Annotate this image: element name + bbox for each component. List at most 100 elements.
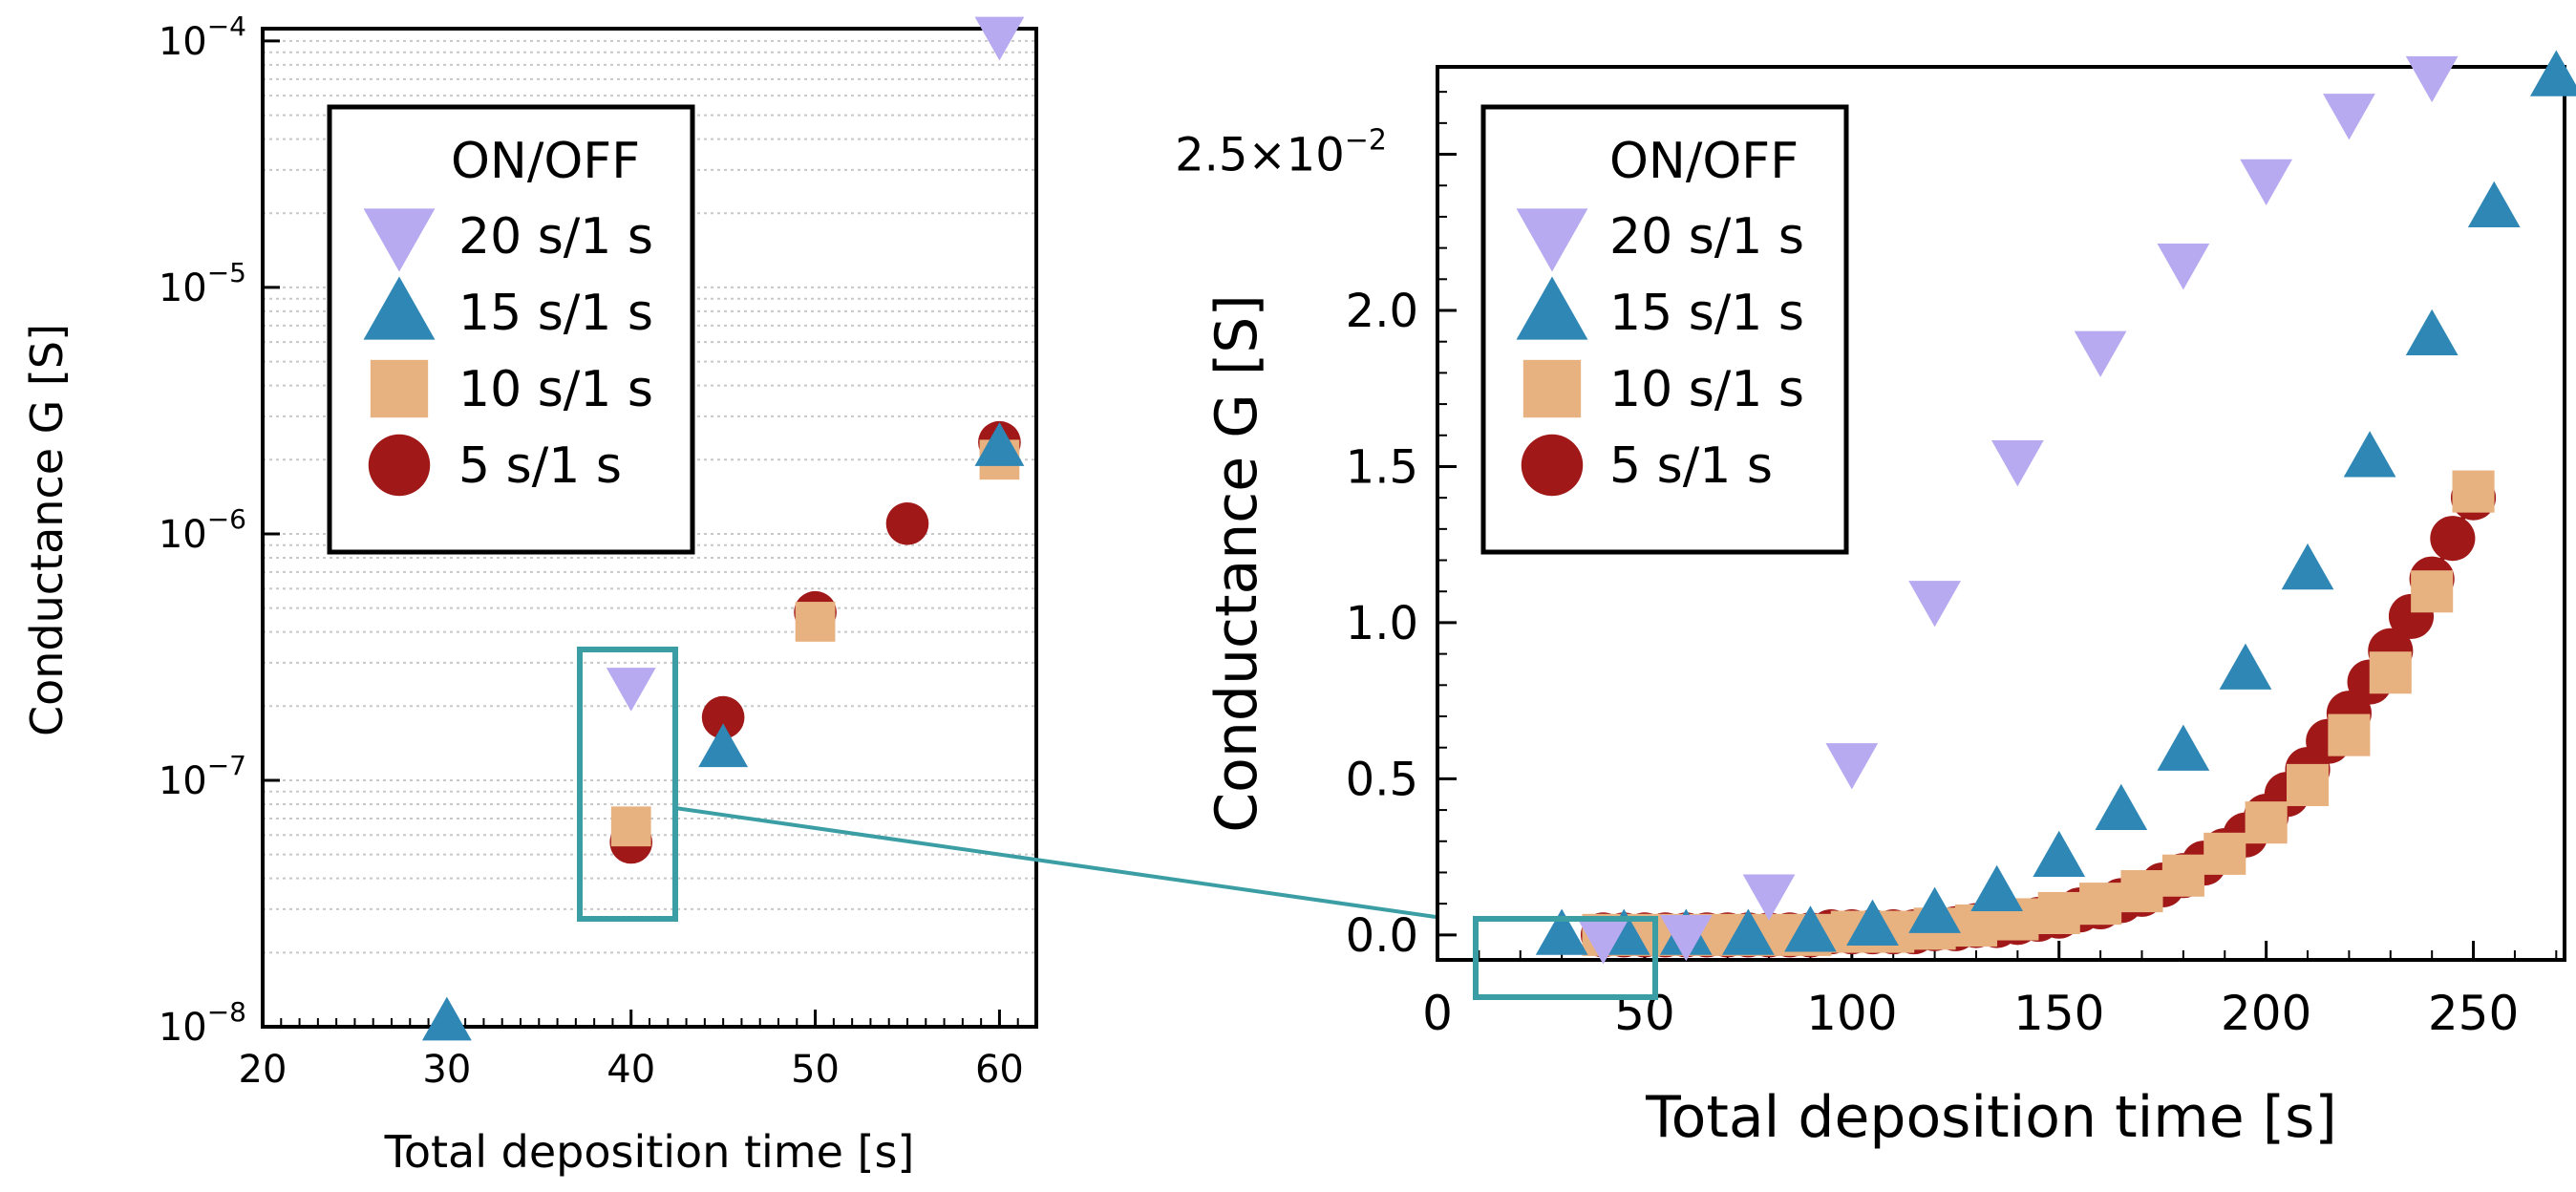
left-y-tick-base: 10 xyxy=(159,266,207,310)
right-point-triangle-up xyxy=(2343,431,2396,478)
right-legend-title: ON/OFF xyxy=(1609,133,1799,190)
right-point-triangle-down xyxy=(2323,94,2375,140)
left-y-tick-exp: −8 xyxy=(207,996,246,1028)
right-legend-label: 20 s/1 s xyxy=(1609,208,1804,266)
right-y-tick-value: 2.5×10 xyxy=(1175,129,1345,182)
right-point-triangle-down xyxy=(2157,244,2210,290)
right-x-tick-label: 50 xyxy=(1614,986,1675,1041)
right-y-tick-value: 1.0 xyxy=(1346,597,1418,650)
left-legend-label: 15 s/1 s xyxy=(458,285,653,342)
right-y-tick-label: 2.5×10−2 xyxy=(1175,124,1387,182)
right-point-triangle-up xyxy=(1970,864,2024,911)
left-legend-marker-circle xyxy=(368,434,431,497)
right-legend-marker-circle xyxy=(1521,434,1584,497)
right-point-triangle-down xyxy=(1908,581,1961,628)
right-legend-label: 15 s/1 s xyxy=(1609,285,1804,342)
left-y-tick-label: 10−6 xyxy=(159,503,246,557)
right-x-tick-label: 100 xyxy=(1806,986,1897,1041)
right-point-triangle-down xyxy=(2074,330,2127,377)
right-point-triangle-up xyxy=(2467,181,2521,228)
right-legend-marker-triangle-up xyxy=(1516,276,1588,340)
right-y-axis-label: Conductance G [S] xyxy=(1203,294,1270,833)
right-point-triangle-up xyxy=(2095,783,2148,830)
right-y-tick-label: 0.5 xyxy=(1346,753,1418,806)
left-y-tick-base: 10 xyxy=(159,20,207,64)
right-x-tick-label: 150 xyxy=(2013,986,2104,1041)
right-x-tick-label: 0 xyxy=(1422,986,1453,1041)
right-point-triangle-up xyxy=(1908,886,1961,933)
left-point-triangle-up xyxy=(421,996,472,1041)
right-point-triangle-down xyxy=(2240,159,2293,206)
right-point-triangle-up xyxy=(1535,908,1588,955)
right-point-triangle-down xyxy=(2405,55,2459,103)
right-point-square xyxy=(2203,832,2246,875)
right-x-tick-label: 200 xyxy=(2221,986,2311,1041)
left-legend-marker-triangle-down xyxy=(363,208,436,272)
right-linear-chart: 0 50 100 150 200 250 0.0 0.5 1.0 1.5 2.0 2.5×10−2 T… xyxy=(1175,50,2576,1151)
left-x-axis-label: Total deposition time [s] xyxy=(384,1126,915,1178)
left-y-tick-label: 10−5 xyxy=(159,257,246,310)
right-point-square xyxy=(2452,470,2495,513)
right-legend-marker-square xyxy=(1522,359,1582,418)
right-point-circle xyxy=(2430,516,2476,562)
right-point-square xyxy=(2369,651,2412,694)
right-point-triangle-up xyxy=(2281,543,2334,590)
right-point-triangle-up xyxy=(2157,724,2210,771)
left-y-tick-label: 10−8 xyxy=(159,996,246,1050)
right-point-square xyxy=(2286,763,2330,806)
right-y-tick-value: 2.0 xyxy=(1346,285,1418,338)
left-point-square xyxy=(610,806,651,847)
right-point-triangle-up xyxy=(1722,908,1775,955)
left-y-tick-base: 10 xyxy=(159,759,207,803)
left-point-circle xyxy=(885,501,929,545)
left-highlight-box xyxy=(577,647,678,922)
right-highlight-box xyxy=(1473,916,1658,1000)
left-point-triangle-up xyxy=(974,422,1025,466)
right-point-square xyxy=(2245,801,2288,844)
right-point-square xyxy=(2037,891,2080,935)
right-tick-labels: 0 50 100 150 200 250 0.0 0.5 1.0 1.5 2.0 2.5×10−2 xyxy=(1175,124,2519,1041)
left-y-tick-base: 10 xyxy=(159,1006,207,1050)
right-y-tick-label: 1.5 xyxy=(1346,440,1418,494)
right-point-triangle-down xyxy=(1659,914,1713,962)
right-data-points xyxy=(1535,50,2576,965)
right-legend-marker-triangle-down xyxy=(1516,208,1588,272)
left-point-triangle-up xyxy=(698,723,749,768)
left-x-tick-label: 60 xyxy=(975,1048,1024,1092)
left-y-tick-exp: −7 xyxy=(207,750,246,781)
left-y-tick-exp: −4 xyxy=(207,11,246,42)
right-point-square xyxy=(1954,904,1998,947)
left-x-tick-label: 50 xyxy=(791,1048,840,1092)
left-x-tick-label: 20 xyxy=(239,1048,287,1092)
left-y-tick-label: 10−4 xyxy=(159,11,246,64)
left-point-triangle-down xyxy=(606,668,656,712)
right-legend-label: 5 s/1 s xyxy=(1609,437,1773,495)
left-x-tick-label: 40 xyxy=(607,1048,655,1092)
left-legend-label: 5 s/1 s xyxy=(458,437,622,495)
left-y-tick-exp: −5 xyxy=(207,257,246,288)
right-y-tick-value: 1.5 xyxy=(1346,440,1418,494)
right-point-triangle-down xyxy=(1742,874,1796,921)
right-point-triangle-up xyxy=(1784,905,1837,952)
right-point-triangle-down xyxy=(1577,918,1629,965)
left-legend-title: ON/OFF xyxy=(451,133,640,190)
left-y-tick-base: 10 xyxy=(159,513,207,557)
right-point-square xyxy=(2079,883,2122,926)
zoom-connector-line xyxy=(674,806,1477,925)
right-y-tick-exp: −2 xyxy=(1345,124,1387,158)
right-point-triangle-up xyxy=(2529,50,2576,96)
right-point-triangle-down xyxy=(1825,743,1879,790)
left-y-axis-label: Conductance G [S] xyxy=(21,324,73,736)
right-y-tick-value: 0.5 xyxy=(1346,753,1418,806)
right-y-tick-label: 0.0 xyxy=(1346,909,1418,963)
right-y-tick-label: 1.0 xyxy=(1346,597,1418,650)
right-point-square xyxy=(2120,870,2163,913)
left-point-square xyxy=(795,602,836,642)
right-point-triangle-up xyxy=(2405,309,2459,356)
left-legend-items: 20 s/1 s 15 s/1 s 10 s/1 s 5 s/1 s xyxy=(363,208,653,497)
right-point-triangle-up xyxy=(1846,899,1899,946)
right-point-triangle-up xyxy=(2219,643,2272,690)
